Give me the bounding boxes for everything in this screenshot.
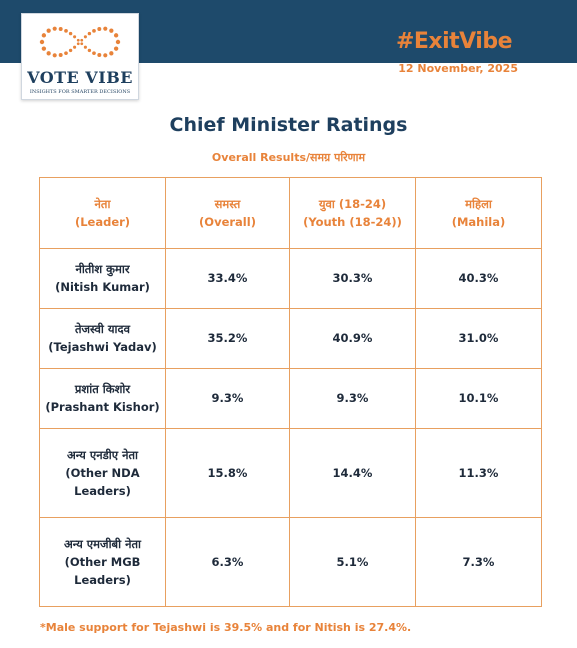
logo-dot xyxy=(83,35,87,39)
youth-cell: 40.9% xyxy=(289,307,416,369)
brand-name: VOTE VIBE xyxy=(27,68,133,87)
mahila-cell: 40.3% xyxy=(415,248,542,309)
logo-dot xyxy=(39,39,45,45)
leader-name-english: (Other NDA xyxy=(65,465,140,480)
logo-dot xyxy=(76,42,80,46)
logo-dot xyxy=(64,29,68,33)
leader-name-english: (Other MGB xyxy=(64,554,141,569)
leader-cell: प्रशांत किशोर (Prashant Kishor) xyxy=(39,367,166,429)
page-subtitle: Overall Results/समग्र परिणाम xyxy=(211,151,366,164)
logo-dot xyxy=(80,38,84,42)
table-row: अन्य एनडीए नेता (Other NDA Leaders) 15.8… xyxy=(39,427,542,518)
leader-name-hindi: अन्य एमजीबी नेता xyxy=(63,536,142,551)
mahila-cell: 11.3% xyxy=(415,427,542,518)
logo-dot xyxy=(109,51,114,56)
report-date: 12 November, 2025 xyxy=(398,62,518,75)
youth-cell: 9.3% xyxy=(289,367,416,429)
hashtag: #ExitVibe xyxy=(395,29,513,54)
logo-dot xyxy=(46,51,51,56)
mahila-cell: 7.3% xyxy=(415,516,542,608)
overall-cell: 6.3% xyxy=(165,516,290,608)
brand-logo: VOTE VIBE INSIGHTS FOR SMARTER DECISIONS xyxy=(21,13,139,100)
mahila-cell: 31.0% xyxy=(415,307,542,369)
logo-dot xyxy=(68,48,73,53)
logo-dot xyxy=(52,53,57,58)
table-row: तेजस्वी यादव (Tejashwi Yadav) 35.2% 40.9… xyxy=(39,307,542,369)
leader-name-english: (Tejashwi Yadav) xyxy=(48,340,157,355)
leader-name-english-cont: Leaders) xyxy=(74,572,131,587)
logo-dot xyxy=(115,39,121,45)
column-header-line: नेता xyxy=(94,197,111,211)
logo-dot xyxy=(109,28,114,33)
logo-dot xyxy=(64,51,68,55)
logo-dot xyxy=(80,42,84,46)
column-header-overall: समस्त (Overall) xyxy=(165,177,290,249)
footnote: *Male support for Tejashwi is 39.5% and … xyxy=(40,621,412,634)
leader-cell: अन्य एमजीबी नेता (Other MGB Leaders) xyxy=(39,516,166,608)
infinity-of-dots-icon xyxy=(39,26,121,58)
overall-cell: 35.2% xyxy=(165,307,290,369)
brand-tagline: INSIGHTS FOR SMARTER DECISIONS xyxy=(29,89,131,95)
logo-dot xyxy=(58,53,63,57)
mahila-cell: 10.1% xyxy=(415,367,542,429)
logo-dot xyxy=(92,51,96,55)
logo-dot xyxy=(83,45,87,49)
overall-cell: 9.3% xyxy=(165,367,290,429)
logo-dot xyxy=(73,35,77,39)
column-header-mahila: महिला (Mahila) xyxy=(415,177,542,249)
page-title: Chief Minister Ratings xyxy=(169,114,408,136)
leader-name-hindi: तेजस्वी यादव xyxy=(74,322,131,337)
logo-dot xyxy=(73,45,77,49)
table-row: प्रशांत किशोर (Prashant Kishor) 9.3% 9.3… xyxy=(39,367,542,429)
logo-dot xyxy=(52,26,57,31)
table-row: अन्य एमजीबी नेता (Other MGB Leaders) 6.3… xyxy=(39,516,542,608)
leader-cell: तेजस्वी यादव (Tejashwi Yadav) xyxy=(39,307,166,369)
leader-name-hindi: प्रशांत किशोर xyxy=(74,382,131,397)
leader-name-hindi: नीतीश कुमार xyxy=(75,262,130,277)
youth-cell: 5.1% xyxy=(289,516,416,608)
logo-dot xyxy=(41,33,47,38)
logo-dot xyxy=(97,53,102,57)
table-row: नीतीश कुमार (Nitish Kumar) 33.4% 30.3% 4… xyxy=(39,248,542,309)
leader-name-english-cont: Leaders) xyxy=(74,483,131,498)
column-header-line: (Overall) xyxy=(199,215,256,229)
logo-dot xyxy=(76,38,80,42)
logo-dot xyxy=(58,27,63,31)
overall-cell: 15.8% xyxy=(165,427,290,518)
leader-name-english: (Nitish Kumar) xyxy=(55,280,150,295)
logo-dot xyxy=(113,33,119,38)
column-header-line: (Mahila) xyxy=(451,215,506,229)
logo-dot xyxy=(97,27,102,31)
logo-dot xyxy=(113,46,119,51)
logo-dot xyxy=(41,46,47,51)
column-header-line: (Leader) xyxy=(74,215,131,229)
column-header-line: महिला xyxy=(465,197,492,211)
table-header-row: नेता (Leader) समस्त (Overall) युवा (18-2… xyxy=(39,177,542,249)
logo-dot xyxy=(87,31,92,36)
logo-dot xyxy=(103,26,108,31)
logo-dot xyxy=(103,53,108,58)
overall-cell: 33.4% xyxy=(165,248,290,309)
youth-cell: 30.3% xyxy=(289,248,416,309)
leader-name-hindi: अन्य एनडीए नेता xyxy=(66,447,138,462)
ratings-table: नेता (Leader) समस्त (Overall) युवा (18-2… xyxy=(39,177,542,608)
column-header-line: (Youth (18-24)) xyxy=(303,215,402,229)
column-header-leader: नेता (Leader) xyxy=(39,177,166,249)
leader-name-english: (Prashant Kishor) xyxy=(45,400,160,415)
logo-dot xyxy=(87,48,92,53)
logo-dot xyxy=(68,31,73,36)
logo-dot xyxy=(46,28,51,33)
logo-dot xyxy=(92,29,96,33)
column-header-line: समस्त xyxy=(214,197,241,211)
youth-cell: 14.4% xyxy=(289,427,416,518)
leader-cell: नीतीश कुमार (Nitish Kumar) xyxy=(39,248,166,309)
column-header-line: युवा (18-24) xyxy=(318,197,387,211)
column-header-youth: युवा (18-24) (Youth (18-24)) xyxy=(289,177,416,249)
leader-cell: अन्य एनडीए नेता (Other NDA Leaders) xyxy=(39,427,166,518)
